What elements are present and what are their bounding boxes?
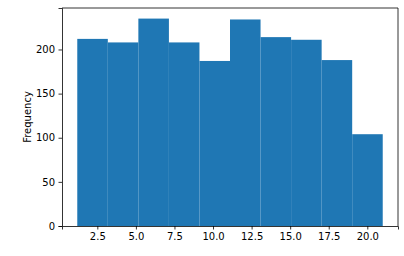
histogram-bar (291, 40, 322, 226)
tick-label: 17.5 (318, 231, 340, 242)
tick-mark (252, 226, 253, 230)
tick-label: 50 (42, 177, 55, 188)
tick-label: 15.0 (280, 231, 302, 242)
histogram-bar (108, 42, 139, 226)
axis-line (59, 9, 63, 227)
plot-area: 2.5 5.0 7.5 10.0 12.5 15.0 17.5 20.0 0 50 100 150 20… (36, 8, 399, 242)
histogram-bar (169, 42, 200, 226)
y-axis: 0 50 100 150 200 (36, 9, 63, 232)
tick-label: 150 (36, 88, 55, 99)
histogram-bar (199, 61, 230, 226)
tick-mark (97, 226, 98, 230)
tick-mark (213, 226, 214, 230)
tick-label: 100 (36, 132, 55, 143)
tick: 17.5 (318, 226, 340, 242)
tick-mark (174, 226, 175, 230)
tick-label: 0 (49, 221, 55, 232)
tick-label: 2.5 (90, 231, 106, 242)
tick-mark (59, 182, 63, 183)
frame-right (398, 8, 399, 226)
tick: 200 (36, 44, 62, 55)
tick-mark (59, 94, 63, 95)
tick-label: 200 (36, 44, 55, 55)
tick-label: 20.0 (357, 231, 379, 242)
tick-mark (59, 138, 63, 139)
tick-mark (290, 226, 291, 230)
tick-mark (329, 226, 330, 230)
tick: 15.0 (280, 226, 302, 242)
tick: 2.5 (90, 226, 106, 242)
tick: 0 (49, 221, 62, 232)
tick: 5.0 (128, 226, 144, 242)
y-axis-title: Frequency (22, 91, 33, 143)
tick-label: 10.0 (202, 231, 224, 242)
histogram-bar (261, 37, 292, 226)
tick-label: 7.5 (167, 231, 183, 242)
chart: 2.5 5.0 7.5 10.0 12.5 15.0 17.5 20.0 0 50 100 150 20… (0, 0, 404, 256)
axis-line (63, 227, 399, 230)
tick-mark (59, 226, 63, 227)
histogram-bar (138, 19, 169, 226)
tick: 7.5 (167, 226, 183, 242)
tick-mark (367, 226, 368, 230)
tick-label: 5.0 (128, 231, 144, 242)
bars (77, 19, 382, 226)
tick: 10.0 (202, 226, 224, 242)
histogram-bar (230, 19, 261, 226)
tick-mark (59, 49, 63, 50)
tick-label: 12.5 (241, 231, 263, 242)
tick: 12.5 (241, 226, 263, 242)
tick-mark (136, 226, 137, 230)
histogram-bar (77, 39, 108, 226)
x-axis: 2.5 5.0 7.5 10.0 12.5 15.0 17.5 20.0 (63, 226, 399, 242)
tick: 100 (36, 132, 62, 143)
histogram-bar (322, 60, 353, 226)
frame-top (62, 8, 398, 9)
histogram-bar (352, 134, 383, 226)
tick: 50 (42, 177, 62, 188)
tick: 150 (36, 88, 62, 99)
tick: 20.0 (357, 226, 379, 242)
